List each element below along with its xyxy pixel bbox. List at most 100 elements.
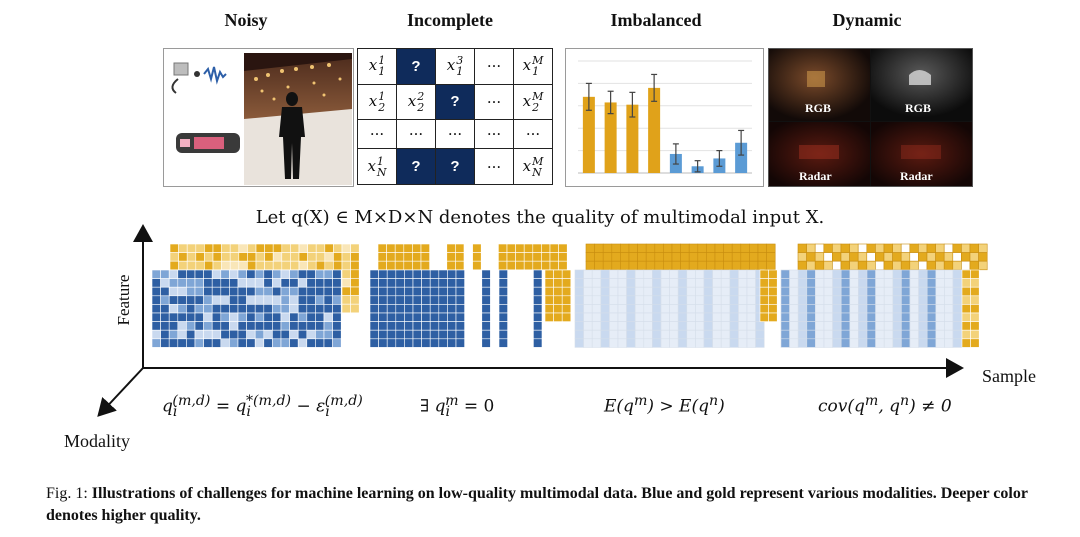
- grid-cell: [909, 252, 919, 262]
- grid-cell: [720, 338, 731, 348]
- grid-cell: [211, 286, 222, 297]
- grid-cell: [194, 312, 204, 322]
- matrix-cell: ···: [435, 119, 475, 150]
- grid-cell: [729, 329, 739, 340]
- grid-cell: [944, 312, 954, 322]
- grid-cell: [263, 312, 273, 322]
- grid-cell: [281, 243, 291, 253]
- grid-cell: [875, 329, 885, 340]
- grid-cell: [909, 329, 919, 340]
- grid-cell: [712, 295, 722, 305]
- grid-cell: [909, 286, 919, 297]
- grid-cell: [849, 252, 859, 262]
- grid-cell: [178, 252, 188, 262]
- grid-cell: [438, 312, 448, 322]
- grid-cell: [780, 329, 790, 340]
- grid-cell: [229, 312, 239, 322]
- grid-cell: [350, 252, 360, 262]
- grid-cell: [797, 243, 807, 253]
- grid-cell: [849, 321, 859, 331]
- grid-cell: [315, 321, 325, 331]
- grid-cell: [315, 243, 326, 253]
- grid-cell: [229, 278, 239, 288]
- grid-cell: [323, 269, 333, 279]
- grid-cell: [591, 338, 602, 348]
- grid-cell: [583, 312, 593, 322]
- modality-axis: [97, 367, 144, 417]
- grid-cell: [669, 321, 679, 331]
- grid-cell: [186, 321, 196, 331]
- incomplete-gold-side: [544, 269, 572, 322]
- grid-cell: [746, 312, 756, 322]
- grid-cell: [611, 260, 621, 271]
- grid-cell: [481, 312, 491, 322]
- grid-cell: [840, 295, 851, 305]
- grid-cell: [246, 321, 256, 331]
- grid-cell: [806, 252, 816, 262]
- grid-cell: [746, 295, 756, 305]
- matrix-cell: ···: [474, 148, 514, 185]
- grid-cell: [952, 286, 962, 297]
- grid-cell: [544, 312, 554, 322]
- grid-cell: [194, 295, 204, 305]
- grid-cell: [738, 329, 748, 340]
- grid-cell: [637, 243, 647, 253]
- grid-cell: [386, 295, 397, 305]
- grid-cell: [695, 269, 705, 279]
- grid-cell: [281, 252, 291, 262]
- grid-cell: [712, 338, 722, 348]
- grid-cell: [386, 338, 397, 348]
- grid-cell: [341, 269, 351, 279]
- grid-cell: [583, 269, 593, 279]
- grid-cell: [481, 286, 491, 297]
- grid-cell: [412, 286, 422, 297]
- grid-cell: [186, 252, 197, 262]
- grid-cell: [315, 304, 325, 314]
- grid-cell: [797, 312, 808, 322]
- grid-cell: [901, 286, 911, 297]
- grid-cell: [515, 260, 525, 271]
- grid-cell: [857, 243, 868, 253]
- concert-photo: [244, 53, 352, 185]
- grid-cell: [797, 321, 808, 331]
- grid-cell: [600, 304, 610, 314]
- grid-cell: [731, 243, 742, 253]
- grid-cell: [944, 269, 954, 279]
- grid-cell: [506, 243, 516, 253]
- grid-cell: [533, 295, 543, 305]
- grid-cell: [669, 338, 679, 348]
- grid-cell: [858, 312, 868, 322]
- grid-cell: [797, 260, 807, 271]
- grid-cell: [315, 269, 325, 279]
- grid-cell: [229, 338, 239, 348]
- grid-cell: [297, 321, 308, 331]
- grid-cell: [395, 304, 405, 314]
- grid-cell: [498, 321, 508, 331]
- grid-cell: [386, 312, 397, 322]
- grid-cell: [926, 321, 937, 331]
- grid-cell: [378, 321, 388, 331]
- grid-cell: [849, 338, 859, 348]
- grid-cell: [574, 295, 584, 305]
- grid-cell: [935, 278, 945, 288]
- grid-cell: [574, 304, 584, 314]
- grid-cell: [766, 252, 776, 262]
- formula-noisy: qi(m,d) = qi*(m,d) − εi(m,d): [162, 393, 363, 421]
- grid-cell: [220, 321, 230, 331]
- grid-cell: [369, 312, 379, 322]
- grid-cell: [594, 260, 604, 271]
- grid-cell: [866, 312, 876, 322]
- grid-cell: [220, 329, 230, 340]
- grid-cell: [212, 260, 222, 271]
- grid-cell: [561, 278, 572, 288]
- grid-cell: [168, 329, 179, 340]
- grid-cell: [645, 252, 656, 262]
- grid-cell: [866, 252, 876, 262]
- grid-cell: [634, 338, 645, 348]
- grid-cell: [583, 304, 593, 314]
- grid-cell: [900, 252, 911, 262]
- grid-cell: [961, 286, 971, 297]
- grid-cell: [849, 260, 859, 271]
- grid-cell: [498, 278, 508, 288]
- grid-cell: [935, 295, 945, 305]
